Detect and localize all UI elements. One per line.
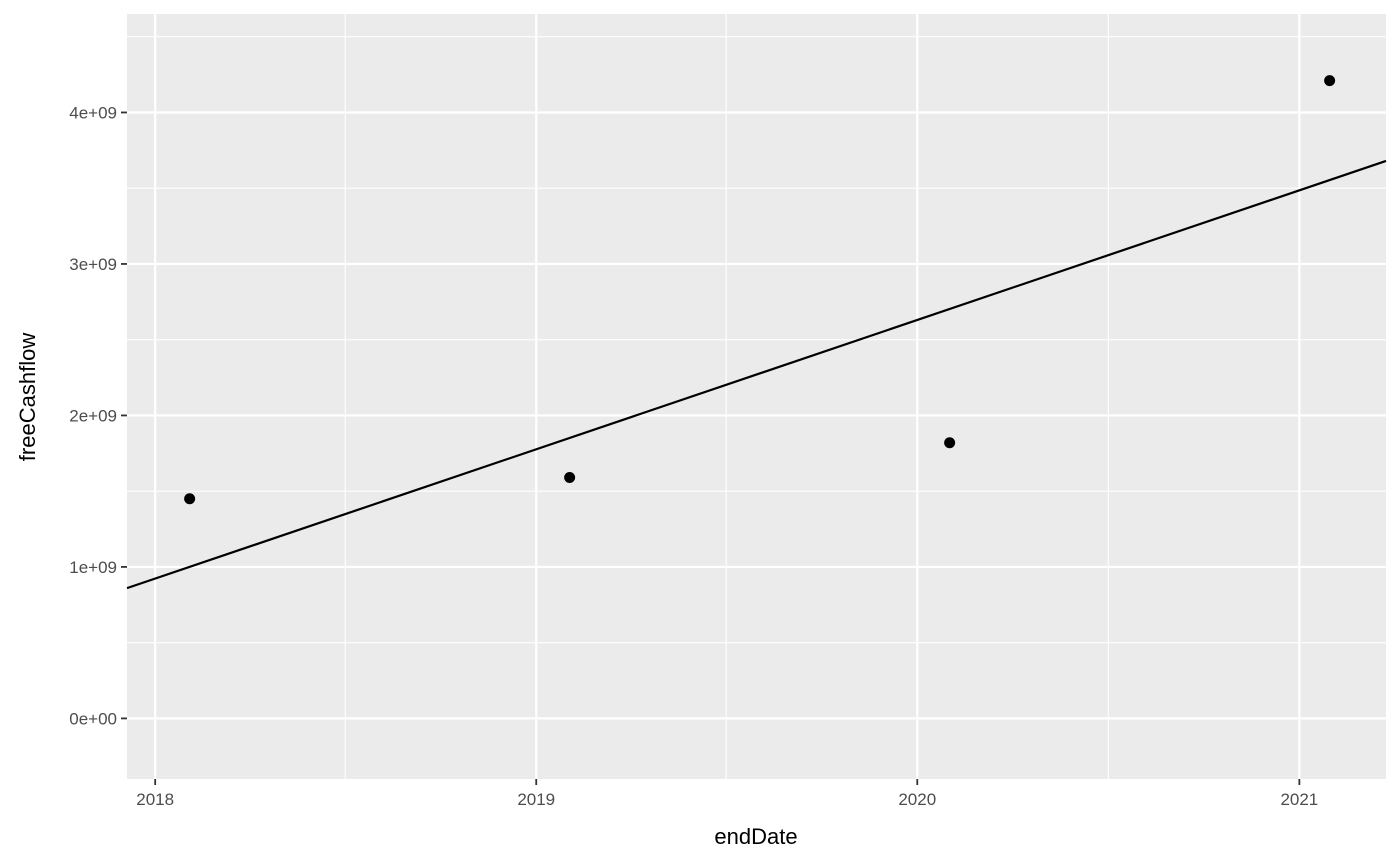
y-axis: 0e+00 1e+09 2e+09 3e+09 4e+09 <box>69 103 127 728</box>
data-point <box>944 437 956 449</box>
trend-line <box>126 159 1387 590</box>
y-tick-label: 4e+09 <box>69 103 117 122</box>
x-axis: 2018 2019 2020 2021 <box>136 779 1318 809</box>
x-tick-label: 2020 <box>898 790 936 809</box>
major-gridlines <box>127 14 1386 779</box>
points-layer <box>184 75 1336 505</box>
x-tick-label: 2018 <box>136 790 174 809</box>
x-tick-label: 2019 <box>517 790 555 809</box>
y-tick-label: 2e+09 <box>69 406 117 425</box>
x-axis-title: endDate <box>714 824 797 849</box>
data-point <box>564 472 576 484</box>
minor-gridlines <box>127 14 1386 779</box>
y-tick-label: 3e+09 <box>69 255 117 274</box>
data-point <box>1324 75 1336 87</box>
y-tick-label: 1e+09 <box>69 558 117 577</box>
x-tick-label: 2021 <box>1280 790 1318 809</box>
y-tick-label: 0e+00 <box>69 709 117 728</box>
plot-panel <box>127 14 1386 779</box>
trend-layer <box>126 159 1387 590</box>
y-axis-title: freeCashflow <box>15 333 40 462</box>
data-point <box>184 493 196 505</box>
